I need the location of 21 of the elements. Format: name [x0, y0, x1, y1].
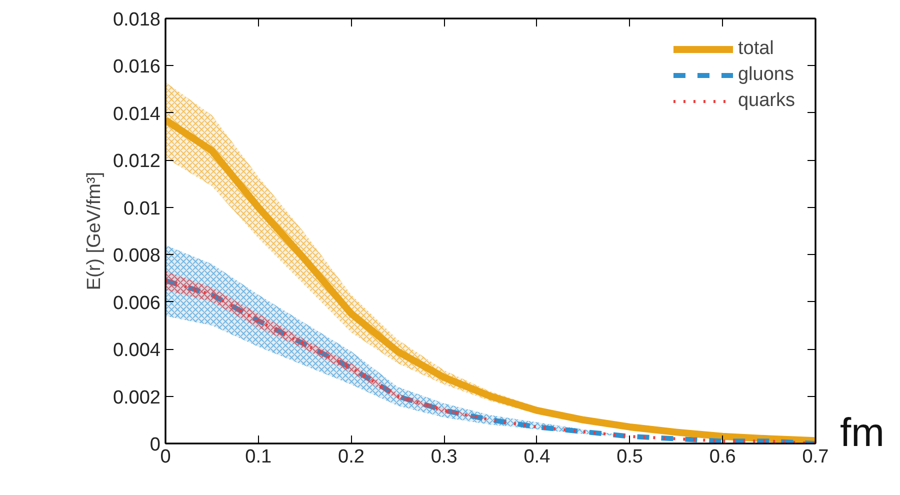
y-tick-label: 0.014	[112, 104, 161, 125]
x-tick-label: 0.1	[245, 446, 272, 468]
y-tick-label: 0.016	[112, 56, 160, 78]
y-tick-label: 0.018	[112, 10, 160, 30]
x-tick-label: 0.7	[802, 446, 829, 468]
y-axis-title: E(r) [GeV/fm³]	[84, 172, 105, 290]
y-tick-label: 0.008	[112, 246, 160, 267]
y-tick-label: 0.01	[124, 198, 161, 220]
x-axis-title: fm	[840, 411, 884, 455]
x-tick-label: 0.2	[338, 446, 364, 468]
x-tick-label: 0.3	[430, 446, 458, 468]
x-tick-label: 0.4	[524, 446, 551, 468]
y-tick-label: 0.006	[112, 292, 160, 314]
y-tick-label: 0.002	[112, 387, 160, 408]
legend-label: gluons	[738, 64, 794, 86]
x-tick-label: 0.5	[616, 446, 643, 468]
y-tick-label: 0.012	[112, 151, 160, 172]
legend-label: quarks	[738, 90, 795, 112]
x-tick-label: 0.6	[709, 446, 736, 468]
legend-label: total	[738, 38, 774, 60]
y-tick-label: 0.004	[112, 340, 161, 362]
